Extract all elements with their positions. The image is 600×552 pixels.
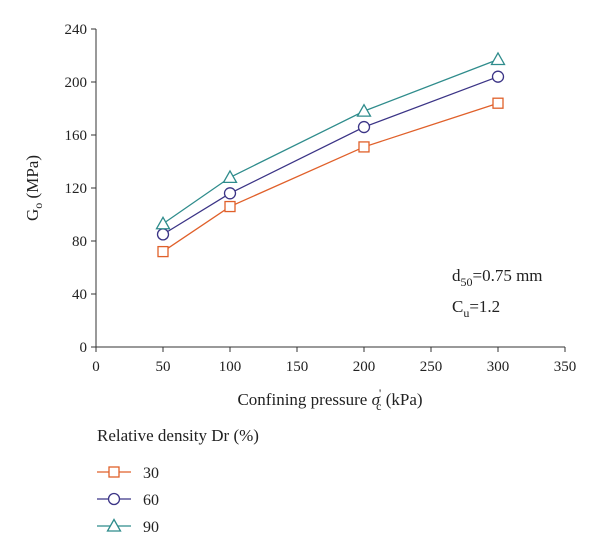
data-point-60: [223, 187, 237, 200]
x-tick-label: 200: [353, 359, 376, 375]
data-point-90: [490, 51, 506, 66]
data-point-30: [224, 200, 236, 213]
data-point-90: [222, 169, 238, 184]
series-line-60: [162, 76, 499, 235]
data-point-30: [492, 97, 504, 109]
x-tick-label: 100: [219, 359, 242, 375]
y-tick-label: 200: [65, 75, 88, 91]
legend-item-90: 90: [97, 518, 159, 536]
x-axis-title: Confining pressure σ' c (kPa): [237, 386, 422, 413]
legend-label: 90: [143, 519, 159, 536]
series-layer: [155, 51, 506, 258]
legend-label: 30: [143, 465, 159, 482]
data-point-90: [356, 103, 372, 117]
x-tick-label: 300: [487, 359, 510, 375]
data-point-60: [156, 228, 170, 241]
annotation-d50: d50=0.75 mm: [452, 266, 543, 289]
axes: 0 50 100 150 200 250 300 350 0 40 80 120 160 200 240: [65, 22, 577, 375]
legend-item-60: 60: [97, 492, 159, 509]
y-tick-label: 40: [72, 287, 87, 303]
y-tick-label: 240: [65, 22, 88, 38]
series-60: [156, 70, 505, 241]
series-90: [155, 51, 506, 230]
x-tick-label: 0: [92, 359, 100, 375]
y-tick-label: 80: [72, 234, 87, 250]
legend: 30 60 90: [97, 465, 159, 536]
legend-item-30: 30: [97, 465, 159, 482]
legend-marker: [108, 466, 120, 478]
y-tick-label: 120: [65, 181, 88, 197]
y-axis-title: Go (MPa): [23, 155, 45, 221]
legend-marker: [106, 518, 122, 532]
annotation-cu: Cu=1.2: [452, 297, 500, 320]
data-point-90: [155, 215, 171, 230]
legend-marker: [107, 492, 121, 506]
x-tick-label: 350: [554, 359, 577, 375]
series-30: [157, 97, 504, 258]
x-tick-label: 250: [420, 359, 443, 375]
y-tick-label: 0: [80, 340, 88, 356]
legend-title: Relative density Dr (%): [97, 426, 259, 445]
x-tick-label: 150: [286, 359, 309, 375]
data-point-60: [357, 120, 371, 134]
data-point-30: [157, 245, 169, 258]
legend-label: 60: [143, 492, 159, 509]
data-point-60: [491, 70, 505, 83]
data-point-30: [358, 141, 370, 153]
series-line-30: [162, 102, 499, 253]
series-line-90: [162, 58, 499, 225]
y-tick-label: 160: [65, 128, 88, 144]
x-tick-label: 50: [156, 359, 171, 375]
